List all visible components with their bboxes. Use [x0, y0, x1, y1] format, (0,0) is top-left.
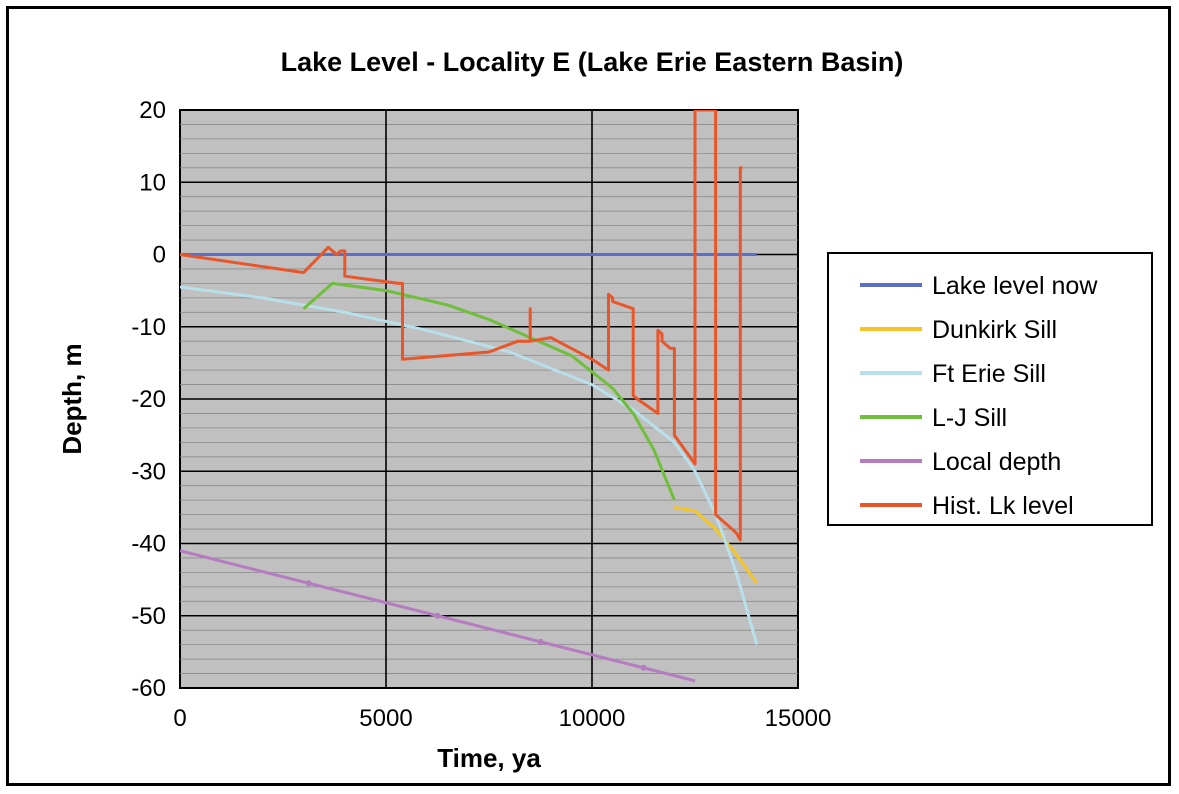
legend-label-lake-level-now: Lake level now [932, 272, 1098, 300]
legend-label-dunkirk-sill: Dunkirk Sill [932, 316, 1057, 344]
x-tick-label: 5000 [359, 705, 412, 732]
legend: Lake level now Dunkirk Sill Ft Erie Sill L-… [827, 252, 1153, 526]
y-tick-label: -50 [131, 603, 166, 630]
y-tick-label: 20 [139, 97, 166, 124]
lake-level-chart: Lake Level - Locality E (Lake Erie Easte… [57, 47, 1153, 773]
y-tick-label: 10 [139, 169, 166, 196]
series-line-hist-lk-level [180, 110, 743, 542]
series-point-local-depth [537, 638, 544, 645]
y-tick-label: -40 [131, 531, 166, 558]
legend-label-local-depth: Local depth [932, 448, 1061, 476]
series-layer [180, 110, 759, 683]
grid-lines [180, 109, 798, 689]
legend-label-hist-lk-level: Hist. Lk level [932, 492, 1074, 520]
chart-title: Lake Level - Locality E (Lake Erie Easte… [281, 47, 904, 77]
legend-label-ft-erie-sill: Ft Erie Sill [932, 360, 1046, 388]
series-point-local-depth [640, 664, 647, 671]
legend-box [827, 252, 1153, 526]
y-tick-label: -30 [131, 458, 166, 485]
y-tick-label: -10 [131, 314, 166, 341]
x-axis-ticks: 0 5000 10000 15000 [173, 705, 831, 732]
x-tick-label: 15000 [765, 705, 832, 732]
series-point-local-depth [434, 612, 441, 619]
y-axis-title: Depth, m [57, 343, 87, 454]
x-tick-label: 0 [173, 705, 186, 732]
y-tick-label: 0 [153, 242, 166, 269]
legend-label-l-j-sill: L-J Sill [932, 404, 1007, 432]
series-point-local-depth [305, 580, 312, 587]
y-tick-label: -20 [131, 386, 166, 413]
series-line-dunkirk-sill [674, 505, 759, 585]
chart-frame: Lake Level - Locality E (Lake Erie Easte… [6, 6, 1171, 786]
series-line-ft-erie-sill [180, 285, 759, 646]
x-tick-label: 10000 [559, 705, 626, 732]
x-axis-title: Time, ya [437, 743, 541, 773]
y-tick-label: -60 [131, 675, 166, 702]
y-axis-ticks: 20 10 0 -10 -20 -30 -40 -50 -60 [131, 97, 166, 702]
